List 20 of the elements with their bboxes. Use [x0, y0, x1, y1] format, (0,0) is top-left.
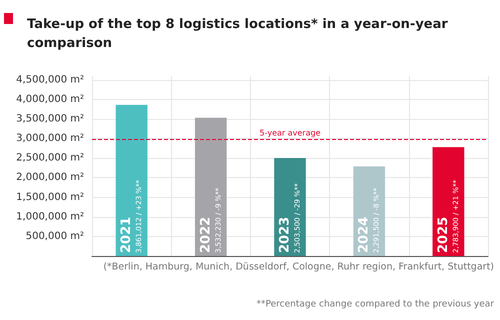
bar — [116, 104, 148, 256]
y-tick-label: 4,500,000 m² — [16, 74, 84, 86]
text: **Percentage change compared to the previous year — [256, 300, 494, 310]
chart-title: Take-up of the top 8 logistics locations* in a year-on-year comparison — [27, 17, 452, 51]
y-tick-label: 4,000,000 m² — [16, 94, 84, 105]
x-tick-label: 2021 — [119, 216, 134, 253]
y-tick-label: 2,500,000 m² — [16, 152, 84, 164]
y-tick-label: 1,500,000 m² — [16, 192, 84, 203]
text: (*Berlin, Hamburg, Munich, Düsseldorf, Cologne, Ruhr region, Frankfurt, Stuttgart) — [103, 262, 494, 272]
y-tick-label: 500,000 m² — [26, 230, 84, 242]
y-tick-label: 1,000,000 m² — [16, 211, 84, 222]
ref-line-label: 5-year average — [260, 128, 321, 138]
y-tick-label: 3,000,000 m² — [16, 133, 84, 144]
x-tick-label: 2024 — [356, 216, 372, 253]
x-tick-label: 2023 — [278, 216, 292, 253]
bar — [194, 118, 227, 256]
x-tick-label: 2022 — [198, 216, 214, 253]
y-tick-label: 3,500,000 m² — [16, 114, 84, 125]
y-tick-label: 2,000,000 m² — [16, 172, 84, 184]
x-tick-label: 2025 — [436, 216, 451, 253]
